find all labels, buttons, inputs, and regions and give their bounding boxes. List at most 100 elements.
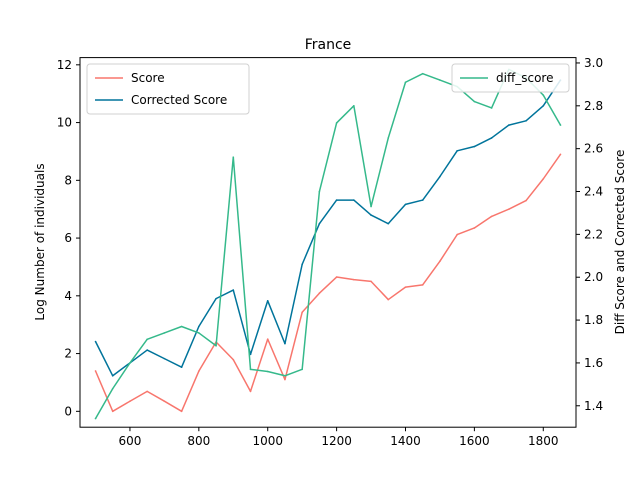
data-point-score (318, 292, 321, 295)
data-point-diff-score (439, 79, 441, 81)
data-point-corrected-score (232, 289, 235, 291)
y-tick-label-right: 2.4 (584, 185, 603, 199)
data-point-diff-score (318, 190, 321, 193)
data-point-diff-score (490, 107, 493, 109)
data-point-corrected-score (439, 175, 441, 178)
data-point-diff-score (232, 156, 235, 159)
data-point-corrected-score (353, 199, 355, 201)
data-point-diff-score (387, 137, 390, 139)
data-point-diff-score (94, 417, 97, 420)
data-point-corrected-score (490, 137, 493, 139)
data-point-corrected-score (198, 325, 200, 328)
y-tick-label-right: 3.0 (584, 56, 603, 70)
data-point-score (559, 153, 562, 156)
data-point-score (146, 390, 148, 393)
y-tick-label-right: 1.4 (584, 399, 603, 413)
data-point-diff-score (335, 122, 338, 124)
y-tick-label-left: 12 (57, 58, 72, 72)
data-point-score (421, 284, 424, 286)
data-point-corrected-score (370, 214, 372, 216)
data-point-score (198, 370, 200, 372)
data-point-corrected-score (180, 366, 183, 369)
data-point-corrected-score (266, 299, 269, 302)
y-tick-label-left: 8 (64, 173, 72, 187)
y-tick-label-right: 1.6 (584, 356, 603, 370)
data-point-corrected-score (94, 340, 97, 343)
data-point-score (370, 280, 372, 283)
series-line-diff-score (94, 68, 562, 420)
data-point-score (439, 260, 441, 262)
data-point-corrected-score (163, 357, 166, 360)
legend-box (451, 63, 570, 93)
legend-box (86, 63, 250, 115)
data-point-diff-score (198, 332, 200, 334)
legend-label: diff_score (496, 71, 553, 85)
data-point-score (490, 215, 493, 218)
data-point-diff-score (146, 338, 148, 341)
data-point-diff-score (370, 205, 372, 208)
data-point-corrected-score (111, 374, 114, 377)
data-point-diff-score (473, 100, 476, 103)
data-point-corrected-score (421, 199, 424, 201)
x-tick-label: 1400 (390, 434, 421, 448)
data-point-score (542, 178, 545, 180)
data-point-score (353, 278, 355, 281)
y-tick-label-left: 2 (64, 347, 72, 361)
data-point-corrected-score (508, 124, 510, 126)
data-point-diff-score (421, 72, 424, 75)
y-tick-label-right: 2.0 (584, 270, 603, 284)
data-point-diff-score (301, 368, 303, 371)
y-tick-label-left: 0 (64, 404, 72, 418)
data-point-corrected-score (387, 222, 390, 225)
data-point-diff-score (404, 81, 407, 84)
data-point-score (456, 233, 458, 236)
y-tick-label-right: 2.6 (584, 142, 603, 156)
y-tick-label-right: 2.2 (584, 227, 603, 241)
x-tick-label: 1800 (528, 434, 559, 448)
x-axis: 600 800 1000 1200 1400 1600 1800 (118, 427, 559, 448)
data-point-score (249, 390, 252, 393)
y-tick-label-right: 1.8 (584, 313, 603, 327)
data-point-corrected-score (215, 297, 217, 300)
y-axis-right: 1.4 1.6 1.8 2.0 2.2 2.4 2.6 2.8 3.0 (576, 56, 603, 413)
data-point-corrected-score (456, 150, 458, 152)
data-point-score (335, 276, 338, 278)
data-point-diff-score (559, 124, 562, 126)
data-point-score (387, 298, 390, 301)
data-point-score (301, 311, 303, 314)
data-point-diff-score (215, 344, 217, 347)
legend-right: diff_score (451, 63, 570, 93)
legend-label: Score (131, 71, 165, 85)
data-point-diff-score (129, 362, 131, 364)
data-point-score (94, 370, 97, 372)
data-point-corrected-score (249, 353, 252, 356)
data-point-corrected-score (525, 120, 527, 122)
data-point-corrected-score (404, 203, 407, 206)
data-point-diff-score (266, 370, 269, 373)
data-point-diff-score (284, 374, 286, 377)
y-tick-label-right: 2.8 (584, 99, 603, 113)
data-point-corrected-score (146, 349, 148, 351)
data-point-diff-score (353, 105, 355, 107)
data-point-corrected-score (318, 222, 321, 225)
data-point-diff-score (542, 94, 545, 96)
plot-frame (79, 57, 577, 428)
data-point-score (404, 286, 407, 288)
data-point-diff-score (180, 325, 183, 328)
series-line-corrected-score (94, 79, 562, 377)
data-point-corrected-score (284, 342, 286, 345)
data-point-corrected-score (473, 145, 476, 148)
plot-lines (94, 68, 562, 420)
y-tick-label-left: 10 (57, 116, 72, 130)
data-point-score (111, 410, 114, 413)
legend-left: Score Corrected Score (86, 63, 250, 115)
data-point-score (129, 400, 131, 403)
y-tick-label-left: 6 (64, 231, 72, 245)
y-axis-label-right: Diff Score and Corrected Score (613, 150, 627, 335)
data-point-score (232, 358, 235, 361)
chart-title: France (305, 37, 352, 53)
data-point-diff-score (111, 387, 114, 390)
data-point-score (284, 378, 286, 381)
legend-label: Corrected Score (131, 93, 227, 107)
